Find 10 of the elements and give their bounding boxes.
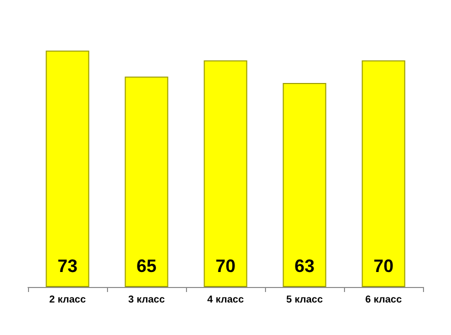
data-label: 73	[57, 256, 78, 276]
x-tick-label: 3 класс	[128, 294, 166, 306]
data-label: 65	[136, 256, 157, 276]
x-tick-label: 5 класс	[286, 294, 324, 306]
x-tick-label: 4 класс	[207, 294, 244, 306]
data-label: 70	[215, 256, 236, 276]
x-tick-label: 2 класс	[49, 294, 86, 306]
data-label: 63	[294, 256, 315, 276]
data-label: 70	[373, 256, 394, 276]
x-tick-label: 6 класс	[365, 294, 402, 306]
